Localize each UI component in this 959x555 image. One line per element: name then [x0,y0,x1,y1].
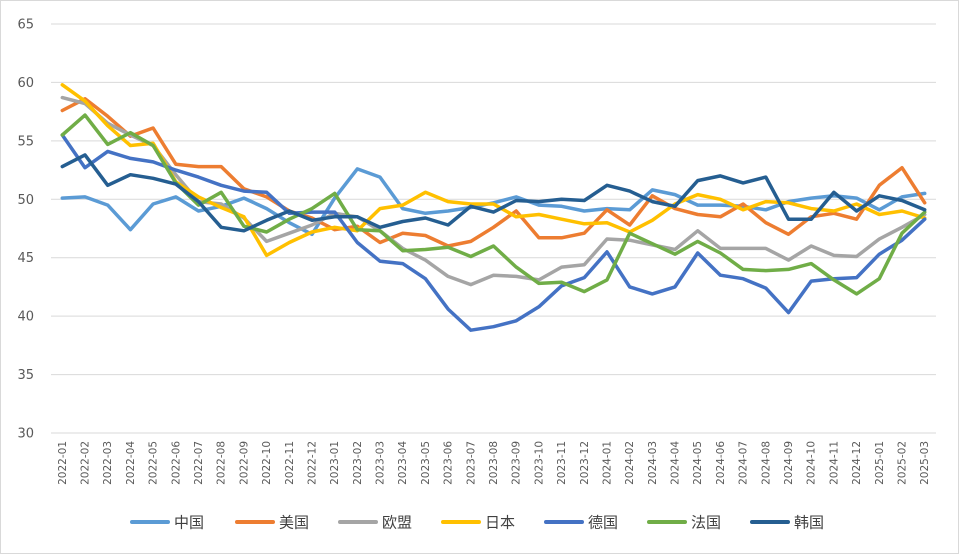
series-line-1 [60,97,927,248]
x-tick-label: 2024-08 [760,441,772,485]
legend-label: 德国 [588,514,618,532]
y-tick-label: 45 [17,251,34,266]
legend-label: 美国 [279,514,309,532]
x-tick-label: 2023-03 [375,441,387,485]
x-tick-label: 2022-02 [80,441,92,485]
x-tick-label: 2024-01 [601,441,613,485]
legend-item: 欧盟 [338,514,412,532]
series-line-6 [60,153,927,233]
legend-label: 中国 [174,514,204,532]
x-tick-label: 2024-09 [783,441,795,485]
y-tick-label: 50 [17,193,34,208]
legend-label: 欧盟 [382,514,412,532]
x-tick-label: 2023-09 [511,441,523,485]
x-axis-ticks: 2022-01 2022-02 2022-03 2022-04 2022-05 2022-… [57,441,931,485]
legend-item: 韩国 [750,514,824,532]
x-tick-label: 2024-02 [624,441,636,485]
x-tick-label: 2024-05 [692,441,704,485]
legend-item: 美国 [235,514,309,532]
x-tick-label: 2023-08 [488,441,500,485]
legend-item: 中国 [130,514,204,532]
x-tick-label: 2022-09 [238,441,250,485]
x-tick-label: 2023-05 [420,441,432,485]
y-tick-label: 40 [17,310,34,325]
x-tick-label: 2023-01 [329,441,341,485]
legend-item: 法国 [647,514,721,532]
x-tick-label: 2023-06 [443,441,455,485]
x-tick-label: 2024-12 [851,441,863,485]
x-tick-label: 2024-11 [828,441,840,485]
x-tick-label: 2024-03 [647,441,659,485]
x-tick-label: 2022-05 [148,441,160,485]
series-lines [60,83,927,332]
x-tick-label: 2024-10 [806,441,818,485]
x-tick-label: 2022-12 [306,441,318,485]
x-tick-label: 2025-03 [919,441,931,485]
series-line-5 [60,113,927,296]
x-tick-label: 2023-02 [352,441,364,485]
series-line-4 [60,133,927,332]
legend-item: 德国 [544,514,618,532]
x-tick-label: 2022-10 [261,441,273,485]
y-axis-ticks: 30 35 40 45 50 55 60 65 [17,18,34,442]
y-tick-label: 65 [17,18,34,33]
y-tick-label: 55 [17,134,34,149]
legend-label: 日本 [485,514,515,532]
x-tick-label: 2022-01 [57,441,69,485]
legend-label: 韩国 [794,514,824,532]
x-tick-label: 2022-07 [193,441,205,485]
x-tick-label: 2023-07 [465,441,477,485]
x-tick-label: 2024-04 [670,441,682,485]
x-tick-label: 2023-04 [397,441,409,485]
x-tick-label: 2022-03 [102,441,114,485]
x-tick-label: 2022-06 [170,441,182,485]
legend: 中国 美国 欧盟 日本 德国 法国 韩国 [130,514,824,532]
y-tick-label: 60 [17,76,34,91]
x-tick-label: 2024-07 [738,441,750,485]
y-tick-label: 35 [17,368,34,383]
x-tick-label: 2023-12 [579,441,591,485]
legend-item: 日本 [441,514,515,532]
x-tick-label: 2022-04 [125,441,137,485]
series-line-0 [60,167,927,237]
x-tick-label: 2024-06 [715,441,727,485]
x-tick-label: 2022-11 [284,441,296,485]
x-tick-label: 2023-10 [533,441,545,485]
y-tick-label: 30 [17,427,34,442]
x-tick-label: 2025-02 [896,441,908,485]
legend-label: 法国 [691,514,721,532]
x-tick-label: 2022-08 [216,441,228,485]
x-tick-label: 2025-01 [874,441,886,485]
x-tick-label: 2023-11 [556,441,568,485]
